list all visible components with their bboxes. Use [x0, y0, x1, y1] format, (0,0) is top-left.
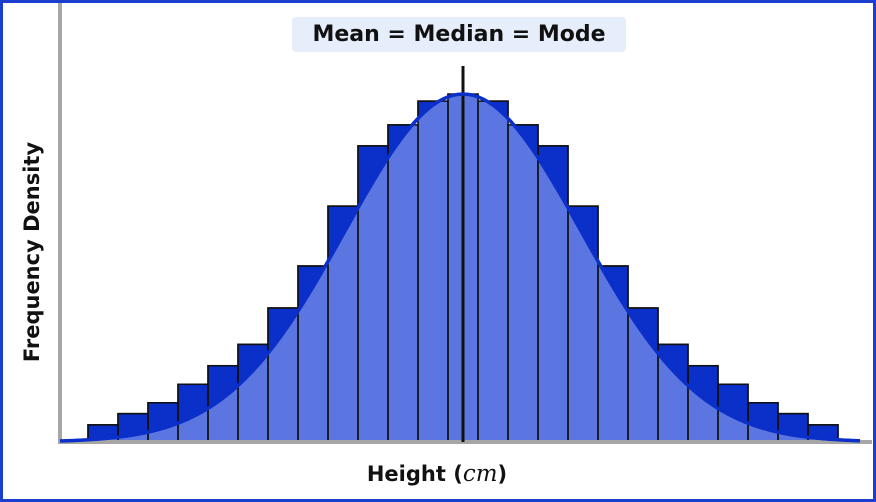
normal-curve [59, 92, 861, 443]
curve-overshoot-piece [148, 94, 178, 403]
curve-overshoot-piece [778, 94, 808, 414]
histogram-bar-outline [807, 424, 839, 442]
x-axis-unit-close: ) [497, 462, 508, 486]
curve-overshoot-piece [658, 94, 688, 345]
curve-overshoot-piece [598, 94, 628, 266]
x-axis-unit: cm [462, 461, 498, 487]
x-axis-label-text: Height [366, 462, 446, 486]
y-axis-label: Frequency Density [20, 141, 44, 363]
curve-overshoot-piece [508, 94, 538, 125]
curve-overshoot-piece [268, 94, 298, 308]
curve-overshoot-piece [178, 94, 208, 385]
x-axis-label: Height (cm) [367, 461, 507, 487]
curve-overshoot-piece [538, 94, 568, 146]
curve-overshoot-piece [328, 94, 358, 207]
curve-overshoot-piece [358, 94, 388, 146]
curve-overshoot-piece [238, 94, 268, 345]
curve-overshoot-piece [748, 94, 778, 403]
curve-overshoot-piece [718, 94, 748, 385]
curve-overshoot-piece [118, 94, 148, 414]
curve-overshoot-piece [688, 94, 718, 366]
x-axis-unit-open: ( [453, 462, 463, 486]
chart-title-text: Mean = Median = Mode [312, 22, 606, 47]
curve-overshoot-piece [808, 94, 838, 425]
curve-overshoot-piece [208, 94, 238, 366]
curve-overshoot-piece [568, 94, 598, 207]
curve-overshoot-piece [88, 94, 118, 425]
curve-overshoot-piece [388, 94, 418, 125]
curve-overshoot-piece [298, 94, 328, 266]
curve-overshoot-piece [628, 94, 658, 308]
chart-title: Mean = Median = Mode [292, 17, 626, 52]
